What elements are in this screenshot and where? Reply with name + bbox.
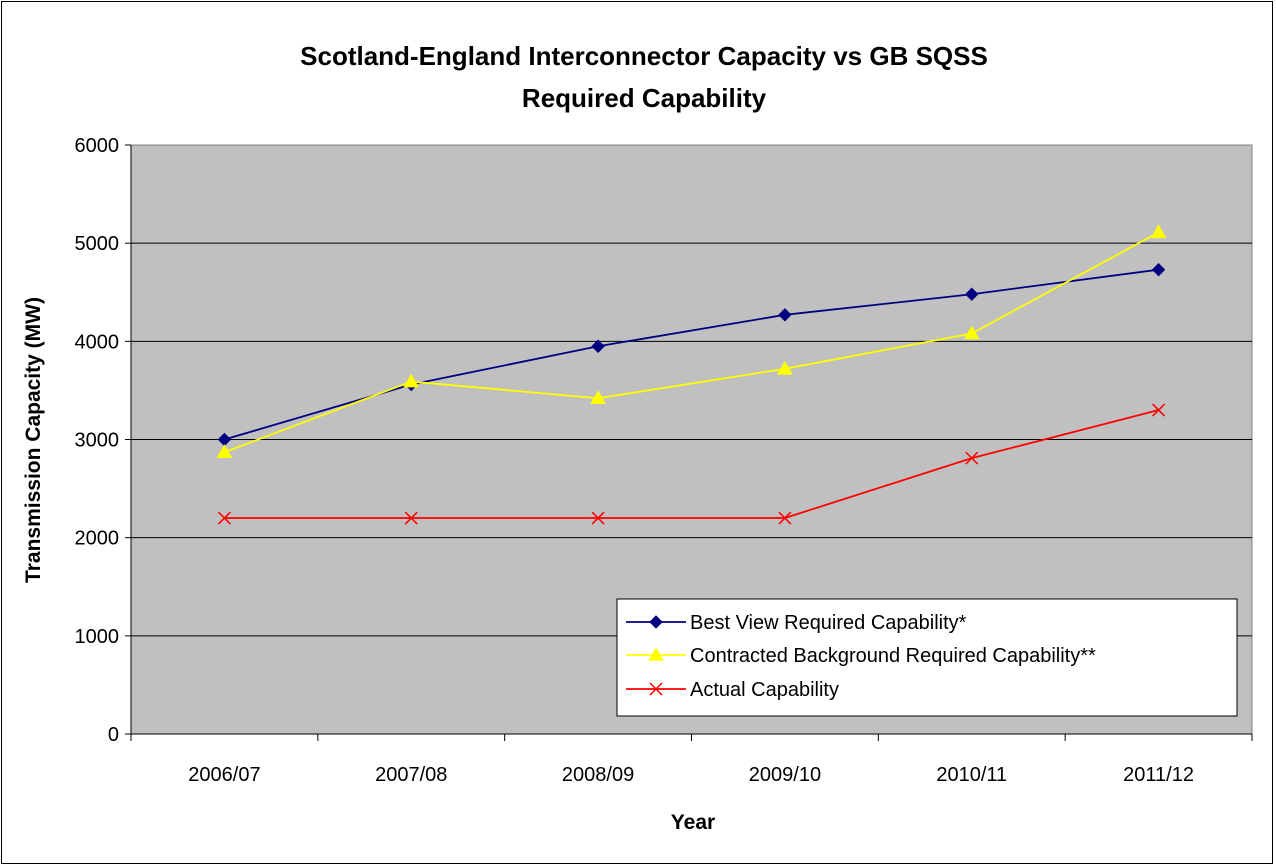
data-point: [216, 444, 233, 459]
y-axis-title: Transmission Capacity (MW): [22, 297, 45, 583]
x-tick-label: 2011/12: [1123, 764, 1194, 786]
legend-label: Best View Required Capability*: [690, 612, 967, 634]
y-tick-label: 4000: [75, 331, 120, 353]
x-tick-label: 2009/10: [749, 764, 821, 786]
y-tick-label: 3000: [75, 430, 120, 452]
data-point: [778, 511, 792, 525]
series-line: [224, 231, 1160, 454]
data-point: [591, 339, 605, 353]
y-tick-label: 0: [108, 724, 119, 746]
data-point: [591, 511, 605, 525]
data-point: [777, 360, 793, 375]
gridlines: [131, 242, 1252, 637]
data-point: [778, 308, 792, 322]
legend-label: Actual Capability: [690, 679, 839, 701]
x-axis-title: Year: [671, 811, 715, 834]
data-point: [963, 325, 980, 340]
legend-item-3: Actual Capability: [626, 679, 839, 701]
x-tick-label: 2010/11: [936, 764, 1007, 786]
chart-title-line-2: Required Capability: [522, 83, 767, 113]
legend-item-2: Contracted Background Required Capabilit…: [626, 645, 1096, 667]
legend-swatch-marker: [648, 646, 664, 661]
y-tick-label: 1000: [75, 626, 120, 648]
y-tick-label: 6000: [75, 135, 120, 157]
series-group: [216, 224, 1167, 525]
legend-label: Contracted Background Required Capabilit…: [690, 645, 1096, 667]
series-3: [217, 403, 1166, 525]
x-tick-label: 2008/09: [562, 764, 634, 786]
data-point: [404, 511, 418, 525]
series-2: [216, 224, 1167, 459]
data-point: [403, 373, 420, 388]
legend-swatch-marker: [649, 682, 663, 696]
data-point: [590, 390, 606, 405]
data-point: [965, 287, 979, 301]
x-tick-label: 2006/07: [188, 764, 260, 786]
data-point: [1152, 403, 1166, 417]
series-line: [224, 409, 1159, 519]
x-tick-label: 2007/08: [375, 764, 447, 786]
data-point: [965, 451, 979, 465]
data-point: [1151, 262, 1166, 277]
y-tick-label: 5000: [75, 233, 120, 255]
axes: 0 1000 2000 3000 4000 5000 6000 2006/07 2007/08 2…: [75, 135, 1253, 786]
data-point: [217, 511, 231, 525]
legend-item-1: Best View Required Capability*: [626, 612, 967, 634]
legend-swatch-marker: [649, 615, 663, 629]
y-tick-label: 2000: [75, 528, 120, 550]
legend: Best View Required Capability* Contracted…: [616, 598, 1238, 717]
chart-title-line-1: Scotland-England Interconnector Capacity…: [300, 41, 988, 71]
legend-box: [616, 598, 1238, 717]
data-point: [1150, 224, 1167, 239]
